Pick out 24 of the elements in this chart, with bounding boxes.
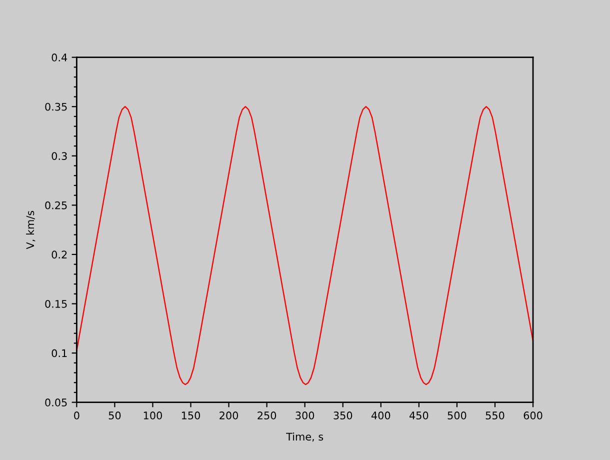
x-tick-label: 600 bbox=[524, 412, 542, 420]
y-tick-label: 0.25 bbox=[45, 201, 67, 210]
x-tick-label: 450 bbox=[410, 412, 428, 420]
x-tick-label: 550 bbox=[486, 412, 504, 420]
x-tick-label: 300 bbox=[296, 412, 314, 420]
y-tick-label: 0.4 bbox=[52, 54, 68, 62]
line-series bbox=[76, 106, 534, 386]
x-tick-label: 250 bbox=[258, 412, 276, 420]
y-tick-label: 0.35 bbox=[45, 102, 67, 111]
x-tick-label: 350 bbox=[334, 412, 352, 420]
x-tick-label: 50 bbox=[108, 412, 121, 420]
x-tick-label: 500 bbox=[448, 412, 466, 420]
y-tick-label: 0.1 bbox=[52, 349, 67, 358]
x-tick-label: 400 bbox=[371, 412, 390, 420]
y-tick-label: 0.3 bbox=[52, 152, 67, 160]
y-tick-label: 0.15 bbox=[45, 300, 67, 308]
x-tick-label: 150 bbox=[182, 412, 200, 420]
y-tick-label: 0.2 bbox=[52, 250, 67, 259]
y-axis-title: V, km/s bbox=[26, 210, 36, 250]
x-tick-label: 100 bbox=[144, 412, 162, 420]
x-axis-title: Time, s bbox=[286, 432, 324, 442]
x-tick-label: 0 bbox=[74, 412, 80, 420]
y-tick-label: 0.05 bbox=[45, 398, 67, 406]
x-tick-label: 200 bbox=[220, 412, 238, 420]
